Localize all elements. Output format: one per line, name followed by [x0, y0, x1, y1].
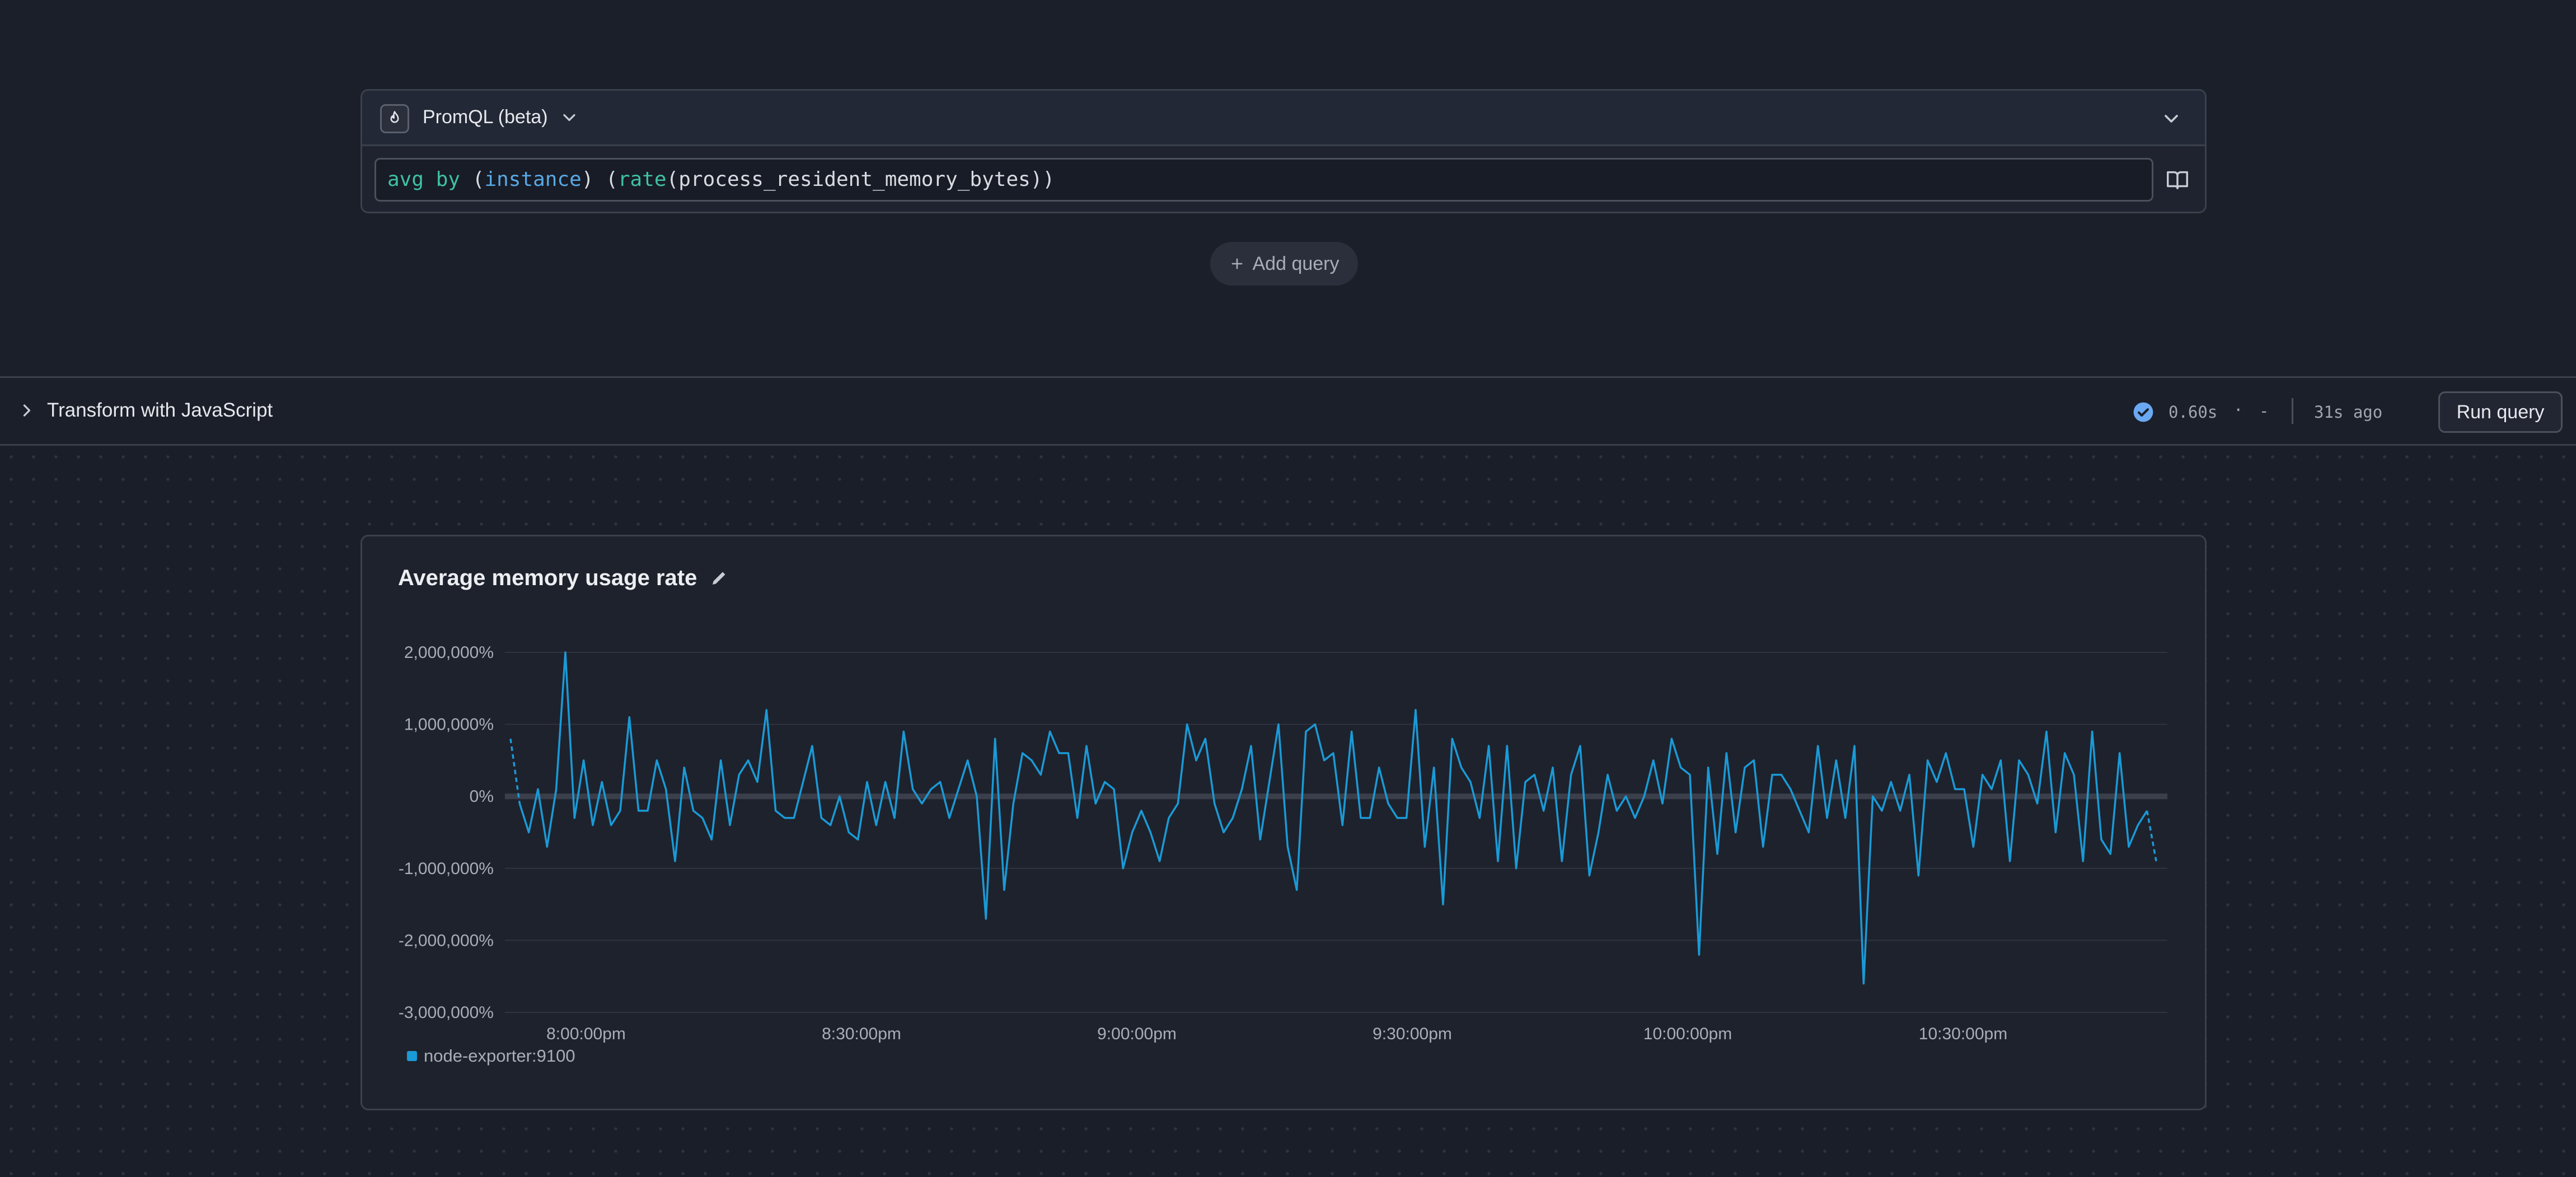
run-query-button[interactable]: Run query — [2438, 391, 2563, 433]
query-language-label[interactable]: PromQL (beta) — [423, 106, 548, 128]
token-function: rate — [617, 168, 667, 191]
legend-label: node-exporter:9100 — [424, 1046, 575, 1066]
last-run-time: 31s ago — [2314, 403, 2383, 422]
chevron-right-icon[interactable] — [17, 400, 37, 421]
chart-legend: node-exporter:9100 — [407, 1046, 575, 1066]
flame-icon[interactable] — [380, 104, 409, 133]
y-tick-label: -2,000,000% — [399, 931, 494, 950]
plus-icon — [1231, 258, 1242, 269]
token-keyword: avg — [387, 168, 424, 191]
series-line-start-dashed — [509, 739, 521, 804]
status-dash: - — [2259, 401, 2269, 421]
token-punctuation: ( — [666, 168, 679, 191]
query-panel-header[interactable]: PromQL (beta) — [362, 91, 2205, 146]
y-tick-label: 2,000,000% — [404, 643, 494, 662]
token-punctuation: ( — [460, 168, 485, 191]
transform-bar: Transform with JavaScript 0.60s · - 31s … — [0, 376, 2576, 446]
y-tick-label: 0% — [470, 787, 494, 806]
divider — [2292, 398, 2293, 424]
x-tick-label: 10:00:00pm — [1643, 1025, 1732, 1043]
add-query-label: Add query — [1252, 253, 1339, 274]
series-line-end-dashed — [2146, 810, 2157, 862]
book-icon[interactable] — [2165, 167, 2190, 193]
x-tick-label: 8:00:00pm — [546, 1025, 626, 1043]
add-query-button[interactable]: Add query — [1210, 242, 1358, 286]
x-tick-label: 10:30:00pm — [1919, 1025, 2007, 1043]
chevron-down-icon[interactable] — [559, 108, 579, 128]
chart-title: Average memory usage rate — [398, 566, 697, 590]
pencil-icon[interactable] — [709, 568, 729, 588]
query-editor[interactable]: avg by (instance) (rate(process_resident… — [374, 158, 2153, 202]
status-dot: · — [2233, 400, 2244, 419]
token-label: instance — [484, 168, 582, 191]
line-chart: 2,000,000% 1,000,000% 0% -1,000,000% -2,000,… — [399, 643, 2167, 1043]
check-circle-icon — [2133, 402, 2153, 422]
x-tick-label: 8:30:00pm — [822, 1025, 901, 1043]
query-panel: PromQL (beta) avg by (instance) (rate(pr… — [360, 89, 2207, 213]
query-duration: 0.60s — [2168, 403, 2218, 422]
token-punctuation: )) — [1030, 168, 1055, 191]
y-tick-label: -1,000,000% — [399, 860, 494, 878]
x-tick-label: 9:00:00pm — [1097, 1025, 1177, 1043]
token-punctuation: ) ( — [581, 168, 618, 191]
token-space — [424, 168, 436, 191]
series-line — [518, 651, 2148, 985]
token-metric: process_resident_memory_bytes — [678, 168, 1031, 191]
y-tick-label: 1,000,000% — [404, 716, 494, 734]
x-tick-label: 9:30:00pm — [1373, 1025, 1452, 1043]
legend-swatch — [407, 1051, 417, 1061]
token-keyword: by — [435, 168, 461, 191]
collapse-chevron-icon[interactable] — [2160, 108, 2182, 130]
y-tick-label: -3,000,000% — [399, 1003, 494, 1022]
transform-title[interactable]: Transform with JavaScript — [47, 399, 273, 421]
chart-card: Average memory usage rate 2,000,000% 1,00… — [360, 535, 2207, 1110]
